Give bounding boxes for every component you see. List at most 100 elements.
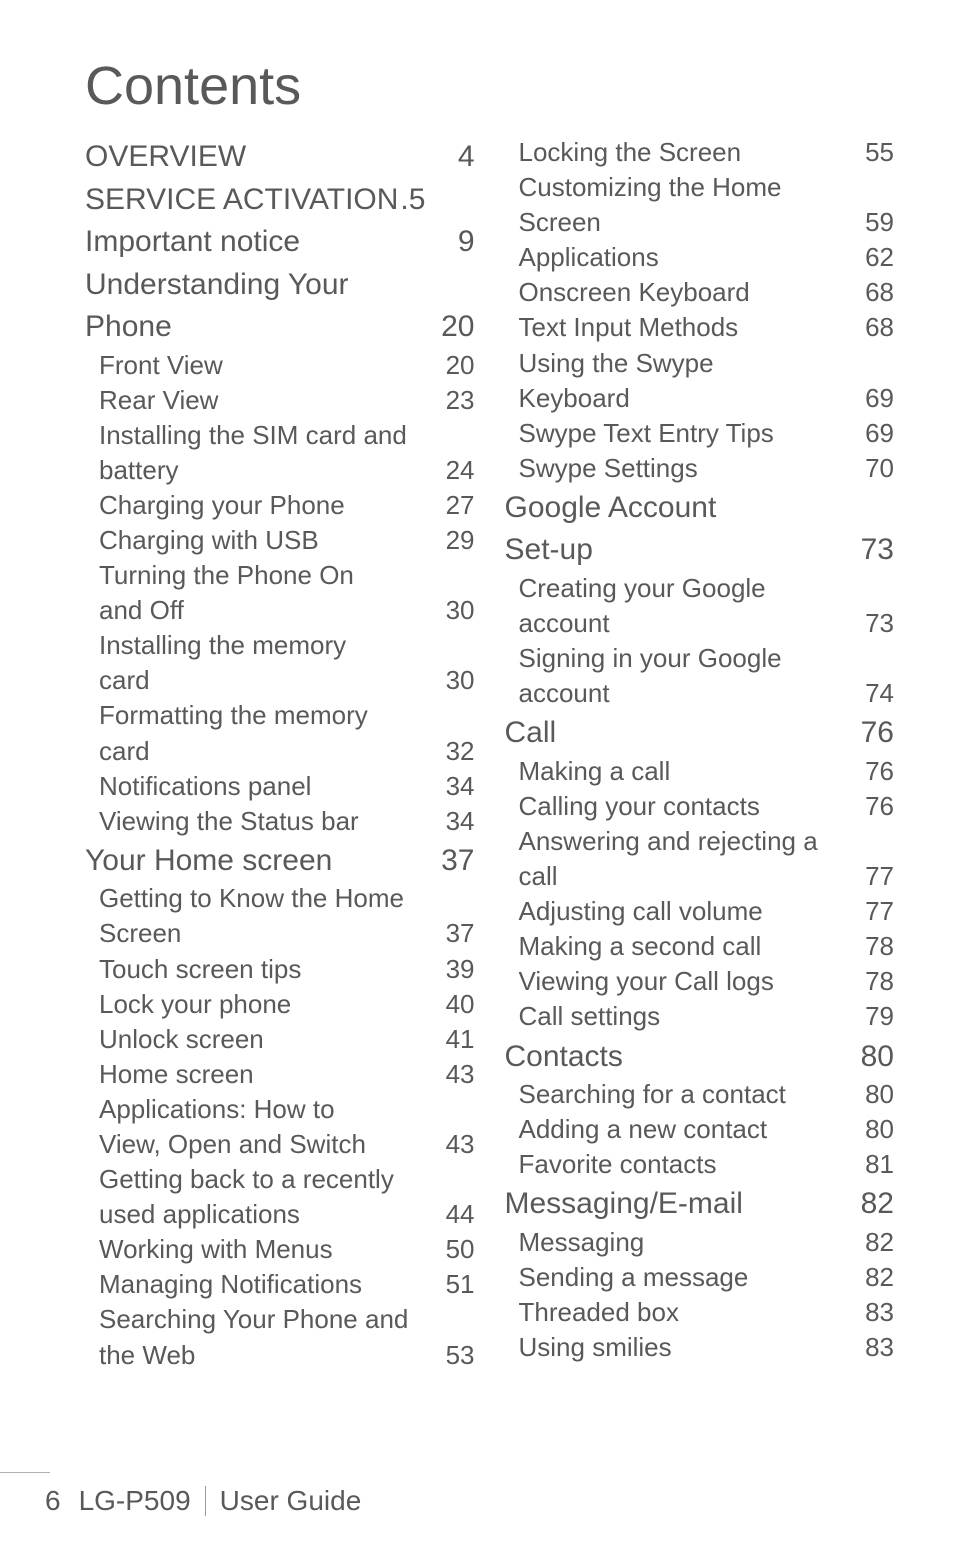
toc-label: Installing the SIM card and (99, 418, 407, 453)
toc-label: Installing the memory (99, 628, 346, 663)
toc-label: Viewing your Call logs (519, 964, 774, 999)
toc-entry: Locking the Screen55 (505, 135, 895, 170)
toc-entry: Messaging82 (505, 1225, 895, 1260)
toc-entry: Rear View 23 (85, 383, 475, 418)
toc-entry: Keyboard69 (505, 381, 895, 416)
toc-page: 4 (456, 137, 475, 178)
toc-page: 76 (863, 754, 894, 789)
toc-label: Touch screen tips (99, 952, 301, 987)
toc-label: Working with Menus (99, 1232, 333, 1267)
toc-page: 37 (444, 916, 475, 951)
toc-page: 51 (444, 1267, 475, 1302)
toc-label: Phone (85, 307, 172, 348)
toc-page: 69 (863, 416, 894, 451)
toc-page: 62 (863, 240, 894, 275)
toc-entry: Unlock screen41 (85, 1022, 475, 1057)
toc-label: Answering and rejecting a (519, 824, 818, 859)
toc-page: 23 (444, 383, 475, 418)
footer-separator (205, 1486, 206, 1516)
toc-label: Set-up (505, 530, 593, 571)
toc-entry: Customizing the Home (505, 170, 895, 205)
toc-section: OVERVIEW 4 (85, 137, 475, 178)
toc-entry: Making a second call 78 (505, 929, 895, 964)
toc-page: 30 (444, 663, 475, 698)
toc-label: Making a second call (519, 929, 762, 964)
toc-label: Customizing the Home (519, 170, 782, 205)
toc-label: OVERVIEW (85, 137, 246, 178)
toc-entry: Call settings79 (505, 999, 895, 1034)
toc-label: Applications (519, 240, 659, 275)
toc-label: Signing in your Google (519, 641, 782, 676)
toc-label: Getting back to a recently (99, 1162, 394, 1197)
toc-entry: Viewing your Call logs78 (505, 964, 895, 999)
toc-entry: battery24 (85, 453, 475, 488)
toc-label: Keyboard (519, 381, 630, 416)
toc-label: battery (99, 453, 179, 488)
toc-page: 77 (863, 859, 894, 894)
toc-page: 82 (863, 1225, 894, 1260)
toc-entry: Formatting the memory (85, 698, 475, 733)
toc-label: Home screen (99, 1057, 254, 1092)
toc-page: 20 (444, 348, 475, 383)
toc-entry: Charging with USB29 (85, 523, 475, 558)
footer-page-number: 6 (45, 1485, 61, 1517)
toc-page: 34 (444, 769, 475, 804)
toc-right-column: Locking the Screen55Customizing the Home… (505, 135, 895, 1373)
toc-section: SERVICE ACTIVATION.5 (85, 180, 475, 221)
toc-page: 73 (859, 530, 894, 571)
toc-label: Adjusting call volume (519, 894, 763, 929)
toc-page: 82 (863, 1260, 894, 1295)
toc-entry: account74 (505, 676, 895, 711)
toc-entry: Managing Notifications51 (85, 1267, 475, 1302)
toc-section: Understanding Your (85, 265, 475, 306)
toc-entry: Swype Text Entry Tips69 (505, 416, 895, 451)
toc-entry: and Off30 (85, 593, 475, 628)
toc-label: Using the Swype (519, 346, 714, 381)
toc-page: 78 (863, 929, 894, 964)
toc-section: Call76 (505, 713, 895, 754)
toc-page: 40 (444, 987, 475, 1022)
toc-page: 76 (859, 713, 894, 754)
toc-label: Getting to Know the Home (99, 881, 404, 916)
toc-entry: Getting to Know the Home (85, 881, 475, 916)
toc-entry: Sending a message 82 (505, 1260, 895, 1295)
toc-label: Your Home screen (85, 841, 332, 882)
toc-label: card (99, 734, 150, 769)
toc-label: Threaded box (519, 1295, 679, 1330)
toc-page: 27 (444, 488, 475, 523)
toc-page: 81 (863, 1147, 894, 1182)
toc-label: Rear View (99, 383, 218, 418)
toc-label: SERVICE ACTIVATION (85, 180, 398, 221)
toc-label: Screen (519, 205, 601, 240)
toc-page: 74 (863, 676, 894, 711)
toc-entry: Signing in your Google (505, 641, 895, 676)
toc-page: 79 (863, 999, 894, 1034)
toc-entry: call77 (505, 859, 895, 894)
toc-entry: Text Input Methods68 (505, 310, 895, 345)
toc-entry: Swype Settings70 (505, 451, 895, 486)
toc-entry: the Web53 (85, 1338, 475, 1373)
toc-entry: Threaded box 83 (505, 1295, 895, 1330)
toc-label: Locking the Screen (519, 135, 742, 170)
toc-page: 32 (444, 734, 475, 769)
toc-entry: Getting back to a recently (85, 1162, 475, 1197)
toc-label: Turning the Phone On (99, 558, 354, 593)
toc-page: 34 (444, 804, 475, 839)
toc-entry: Answering and rejecting a (505, 824, 895, 859)
toc-entry: Touch screen tips39 (85, 952, 475, 987)
toc-page: 73 (863, 606, 894, 641)
toc-entry: Onscreen Keyboard68 (505, 275, 895, 310)
toc-entry: Searching Your Phone and (85, 1302, 475, 1337)
toc-label: Favorite contacts (519, 1147, 717, 1182)
toc-page: 80 (863, 1112, 894, 1147)
toc-entry: card 32 (85, 734, 475, 769)
toc-label: Understanding Your (85, 265, 349, 306)
toc-label: Formatting the memory (99, 698, 368, 733)
toc-entry: Viewing the Status bar34 (85, 804, 475, 839)
toc-label: View, Open and Switch (99, 1127, 366, 1162)
toc-label: the Web (99, 1338, 195, 1373)
toc-label: Important notice (85, 222, 300, 263)
toc-page: 20 (439, 307, 474, 348)
toc-label: Sending a message (519, 1260, 749, 1295)
toc-entry: Home screen 43 (85, 1057, 475, 1092)
